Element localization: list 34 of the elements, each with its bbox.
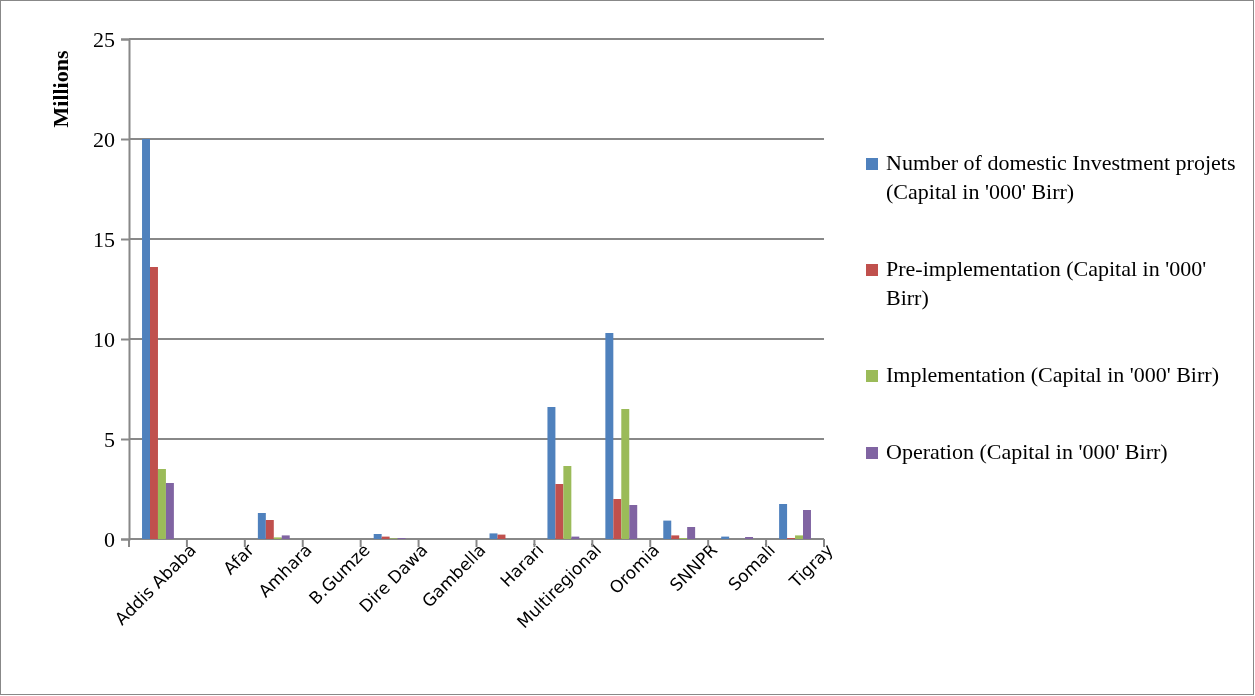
bar — [563, 466, 572, 539]
y-tick-label: 5 — [104, 426, 115, 452]
bar — [157, 469, 166, 539]
bar — [621, 409, 630, 539]
bar — [257, 513, 266, 539]
y-tick-label: 25 — [93, 26, 115, 52]
bar — [605, 333, 614, 539]
bar — [687, 527, 696, 539]
bar — [165, 483, 174, 539]
bar — [142, 139, 150, 539]
bar — [795, 535, 804, 539]
legend-label: Number of domestic Investment projets (Capital in '000' Birr) — [886, 150, 1236, 204]
legend-label: Implementation (Capital in '000' Birr) — [886, 362, 1219, 387]
bar — [547, 407, 556, 539]
y-tick-label: 0 — [104, 526, 115, 552]
bar — [265, 520, 274, 539]
bar — [373, 534, 382, 539]
bar — [629, 505, 638, 539]
y-tick-label: 15 — [93, 226, 115, 252]
bar — [489, 533, 498, 539]
bar — [613, 499, 622, 539]
bar — [497, 534, 506, 539]
y-tick-label: 10 — [93, 326, 115, 352]
bar — [671, 535, 680, 539]
bar — [779, 504, 788, 539]
bar — [150, 267, 158, 539]
bar — [803, 510, 811, 539]
y-tick-label: 20 — [93, 126, 115, 152]
legend-label: Pre-implementation (Capital in '000' Birr) — [886, 256, 1207, 310]
bar — [281, 535, 290, 539]
legend-label: Operation (Capital in '000' Birr) — [886, 439, 1168, 464]
y-axis-title: Millions — [48, 50, 73, 128]
bar — [555, 484, 564, 539]
bar — [663, 520, 672, 539]
